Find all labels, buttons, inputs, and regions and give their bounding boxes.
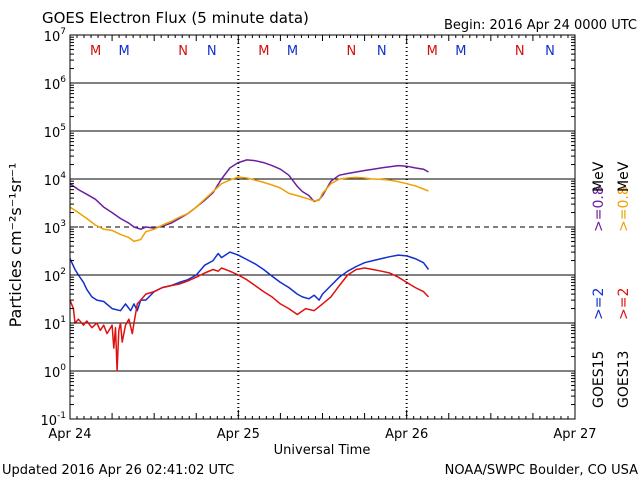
legend-goes15-08mev: >=0.8 bbox=[591, 186, 607, 232]
legend: GOES15 >=2 >=0.8 MeV GOES13 >=2 >=0.8 Me… bbox=[591, 161, 632, 408]
legend-goes13: GOES13 bbox=[616, 351, 632, 408]
chart-title: GOES Electron Flux (5 minute data) bbox=[42, 9, 309, 27]
y-tick-label: 107 bbox=[44, 27, 66, 45]
begin-time: Begin: 2016 Apr 24 0000 UTC bbox=[444, 18, 637, 33]
legend-goes13-2mev: >=2 bbox=[616, 288, 632, 320]
marker-label: N bbox=[178, 44, 188, 59]
y-tick-label: 102 bbox=[44, 267, 66, 285]
series-line bbox=[69, 176, 429, 243]
day-boundary-ticks bbox=[237, 35, 408, 419]
grid bbox=[70, 82, 575, 372]
marker-label: M bbox=[427, 44, 438, 59]
legend-goes13-08mev: >=0.8 bbox=[616, 186, 632, 232]
x-tick-label: Apr 27 bbox=[553, 427, 596, 442]
y-tick-label: 103 bbox=[44, 219, 66, 237]
marker-label: M bbox=[455, 44, 466, 59]
marker-label: N bbox=[515, 44, 525, 59]
legend-units-13: MeV bbox=[616, 161, 632, 192]
marker-label: N bbox=[545, 44, 555, 59]
y-axis-label: Particles cm⁻²s⁻¹sr⁻¹ bbox=[6, 163, 25, 328]
x-tick-label: Apr 26 bbox=[385, 427, 428, 442]
x-tick-label: Apr 24 bbox=[48, 427, 91, 442]
x-tick-label: Apr 25 bbox=[217, 427, 260, 442]
marker-label: M bbox=[258, 44, 269, 59]
y-tick-label: 100 bbox=[44, 363, 67, 381]
y-tick-label: 105 bbox=[44, 123, 66, 141]
y-tick-label: 106 bbox=[44, 75, 67, 93]
series-lines bbox=[69, 159, 430, 372]
marker-label: N bbox=[207, 44, 217, 59]
y-tick-label: 104 bbox=[44, 171, 67, 189]
x-axis-label: Universal Time bbox=[274, 443, 371, 458]
series-line bbox=[69, 159, 429, 230]
source-credit: NOAA/SWPC Boulder, CO USA bbox=[445, 463, 638, 478]
marker-label: M bbox=[90, 44, 101, 59]
legend-units-15: MeV bbox=[591, 161, 607, 192]
updated-timestamp: Updated 2016 Apr 26 02:41:02 UTC bbox=[2, 463, 234, 478]
y-tick-label: 101 bbox=[44, 315, 66, 333]
marker-label: M bbox=[287, 44, 298, 59]
marker-label: M bbox=[119, 44, 130, 59]
series-line bbox=[69, 267, 430, 372]
marker-label: N bbox=[377, 44, 387, 59]
legend-goes15: GOES15 bbox=[591, 351, 607, 408]
marker-label: N bbox=[347, 44, 357, 59]
legend-goes15-2mev: >=2 bbox=[591, 288, 607, 320]
axis-ticks bbox=[69, 34, 576, 420]
series-line bbox=[69, 251, 430, 312]
